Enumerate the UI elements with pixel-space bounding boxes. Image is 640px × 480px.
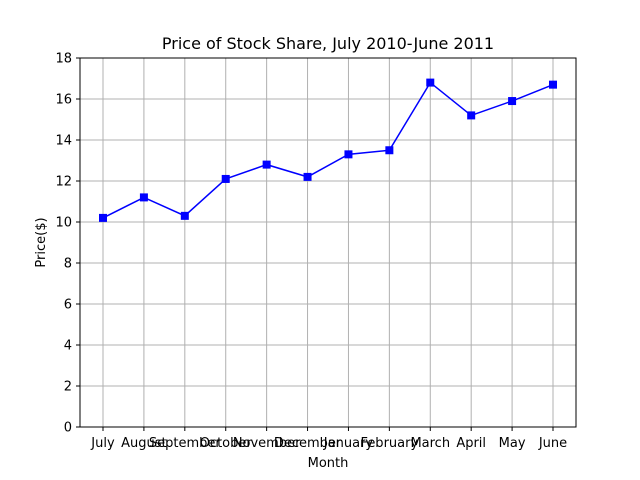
- data-point-marker: [344, 150, 353, 159]
- series: [99, 78, 557, 222]
- y-tick-label: 2: [64, 380, 72, 395]
- x-tick-label: May: [499, 436, 526, 451]
- x-tick-label: October: [200, 436, 253, 451]
- data-point-marker: [99, 213, 107, 222]
- y-tick-label: 12: [55, 175, 72, 190]
- data-point-marker: [180, 211, 189, 220]
- y-tick-label: 10: [55, 216, 72, 231]
- chart-title: Price of Stock Share, July 2010-June 201…: [162, 34, 494, 53]
- data-point-marker: [221, 174, 230, 183]
- data-point-marker: [303, 172, 312, 181]
- x-tick-label: August: [121, 436, 167, 451]
- y-tick-label: 8: [64, 257, 72, 272]
- y-tick-label: 18: [55, 52, 72, 67]
- x-tick-label: June: [538, 436, 567, 451]
- data-point-marker: [426, 78, 435, 87]
- data-point-marker: [467, 111, 476, 120]
- axis-ticks: 0 2 4 6 8 10 12 14 16 18 July AugustSeptemberOctobe…: [55, 52, 567, 452]
- x-tick-label: September: [149, 436, 222, 451]
- x-tick-label: March: [410, 436, 450, 451]
- y-tick-label: 14: [55, 134, 72, 149]
- data-point-marker: [508, 97, 517, 106]
- x-tick-label: July: [90, 436, 115, 451]
- grid: [80, 57, 576, 428]
- x-tick-label: January: [323, 436, 374, 451]
- x-tick-label: February: [361, 436, 419, 451]
- y-tick-label: 4: [64, 339, 72, 354]
- x-tick-label: December: [274, 436, 342, 451]
- x-tick-label: April: [456, 436, 486, 451]
- y-tick-label: 0: [64, 421, 72, 436]
- data-point-marker: [139, 193, 148, 202]
- series-line: [102, 81, 554, 219]
- plot-frame: [79, 57, 577, 428]
- x-axis-label: Month: [308, 456, 349, 471]
- y-axis-label: Price($): [34, 217, 49, 267]
- data-point-marker: [549, 80, 557, 89]
- data-point-marker: [385, 146, 394, 155]
- data-point-marker: [262, 160, 271, 169]
- x-tick-label: November: [233, 436, 301, 451]
- y-tick-label: 16: [55, 93, 72, 108]
- y-tick-label: 6: [64, 298, 72, 313]
